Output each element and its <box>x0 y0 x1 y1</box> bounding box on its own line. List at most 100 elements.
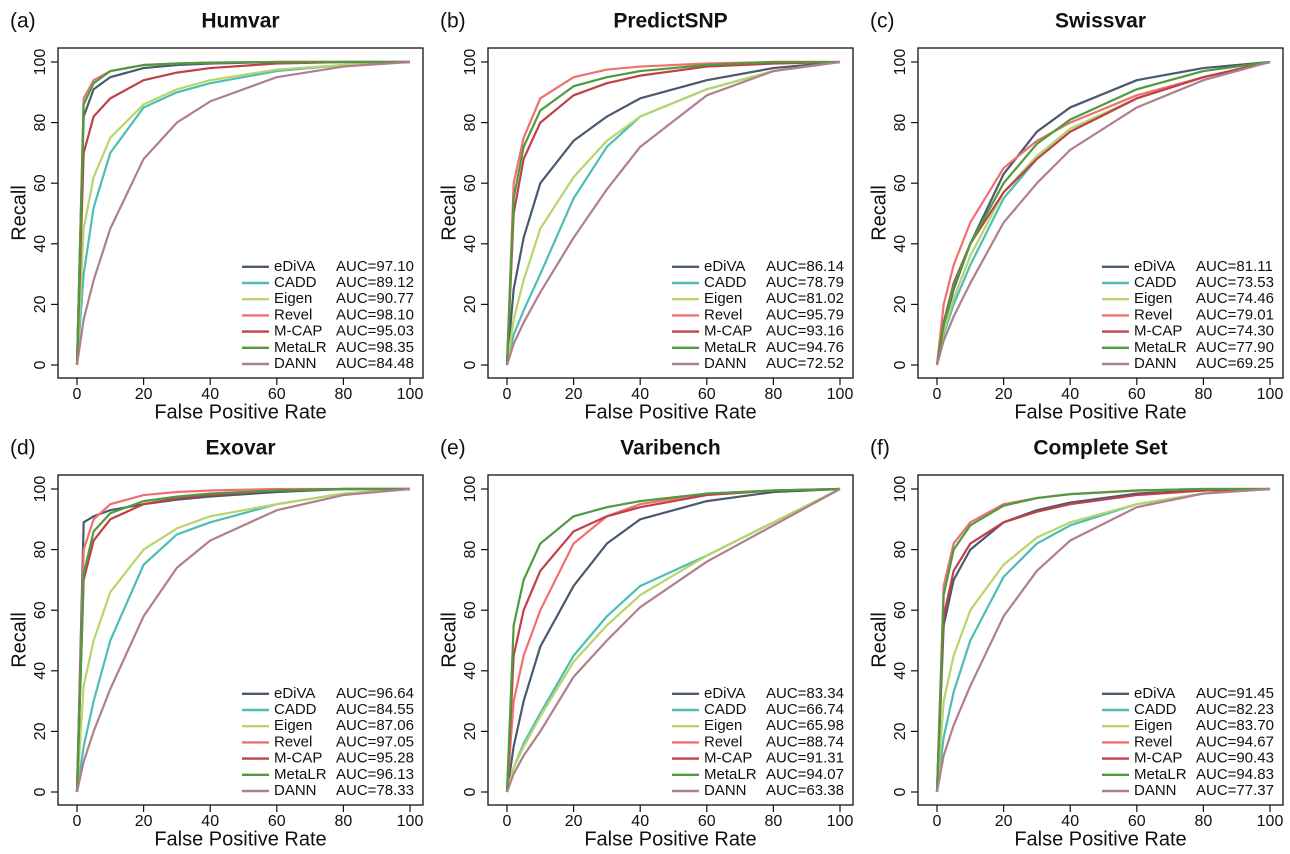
y-tick-label: 0 <box>32 787 49 796</box>
legend-label: CADD <box>274 701 317 718</box>
y-tick-label: 0 <box>462 360 479 369</box>
legend-auc: AUC=96.64 <box>336 685 414 702</box>
legend-label: Revel <box>274 733 312 750</box>
roc-curve <box>935 487 1271 793</box>
chart-title: Complete Set <box>1033 437 1167 460</box>
y-axis-label: Recall <box>438 185 460 241</box>
legend-label: M-CAP <box>1134 323 1182 340</box>
y-tick-label: 0 <box>892 787 909 796</box>
x-tick-label: 80 <box>1195 386 1213 403</box>
legend-label: M-CAP <box>274 750 322 767</box>
x-tick-label: 40 <box>1061 386 1079 403</box>
x-tick-label: 20 <box>135 813 153 830</box>
legend-label: DANN <box>704 355 747 372</box>
x-tick-label: 40 <box>1061 813 1079 830</box>
y-tick-label: 80 <box>892 114 909 132</box>
legend-label: M-CAP <box>704 750 752 767</box>
legend-auc: AUC=83.70 <box>1196 717 1274 734</box>
y-tick-label: 40 <box>32 662 49 680</box>
legend-label: CADD <box>704 701 747 718</box>
legend-label: CADD <box>1134 274 1177 291</box>
x-axis-label: False Positive Rate <box>1014 401 1186 423</box>
legend-label: DANN <box>274 355 317 372</box>
legend-auc: AUC=94.76 <box>766 339 844 356</box>
x-tick-label: 20 <box>565 386 583 403</box>
y-tick-label: 60 <box>32 601 49 619</box>
legend-auc: AUC=87.06 <box>336 717 414 734</box>
plot-frame <box>917 47 1284 379</box>
legend-label: Revel <box>274 306 312 323</box>
roc-curve <box>75 60 410 366</box>
y-axis-label: Recall <box>868 612 890 668</box>
y-tick-label: 80 <box>462 541 479 559</box>
legend-label: Eigen <box>704 290 742 307</box>
roc-curve <box>75 60 411 366</box>
x-tick-label: 20 <box>995 813 1013 830</box>
legend-auc: AUC=97.10 <box>336 258 414 275</box>
y-tick-label: 100 <box>462 476 479 503</box>
y-tick-label: 60 <box>462 601 479 619</box>
x-tick-label: 80 <box>765 386 783 403</box>
legend-label: MetaLR <box>704 766 757 783</box>
roc-curve <box>505 60 841 366</box>
x-tick-label: 0 <box>73 386 82 403</box>
legend-label: eDiVA <box>704 685 745 702</box>
roc-curve <box>505 488 841 793</box>
y-axis-label: Recall <box>8 612 30 668</box>
x-axis-label: False Positive Rate <box>584 401 756 423</box>
y-tick-label: 100 <box>32 49 49 76</box>
legend-auc: AUC=91.31 <box>766 750 844 767</box>
legend-label: CADD <box>1134 701 1177 718</box>
legend-auc: AUC=86.14 <box>766 258 844 275</box>
legend-auc: AUC=95.79 <box>766 306 844 323</box>
chart-title: Humvar <box>201 10 279 33</box>
roc-curve <box>935 60 1271 366</box>
panel-label: (e) <box>440 437 466 460</box>
roc-curve <box>505 60 841 366</box>
roc-curve <box>935 60 1271 366</box>
legend-auc: AUC=72.52 <box>766 355 844 372</box>
legend-auc: AUC=88.74 <box>766 733 844 750</box>
x-tick-label: 60 <box>698 813 716 830</box>
panel-label: (f) <box>870 437 890 460</box>
legend-auc: AUC=91.45 <box>1196 685 1274 702</box>
panel-label: (c) <box>870 10 895 33</box>
legend-auc: AUC=66.74 <box>766 701 844 718</box>
legend-label: eDiVA <box>1134 258 1175 275</box>
y-tick-label: 0 <box>462 787 479 796</box>
panel-label: (b) <box>440 10 466 33</box>
x-tick-label: 80 <box>335 813 353 830</box>
y-tick-label: 60 <box>892 601 909 619</box>
x-tick-label: 80 <box>1195 813 1213 830</box>
y-tick-label: 40 <box>462 235 479 253</box>
legend-auc: AUC=97.05 <box>336 733 414 750</box>
roc-curve <box>505 488 841 793</box>
x-tick-label: 100 <box>827 386 854 403</box>
x-tick-label: 0 <box>73 813 82 830</box>
x-tick-label: 0 <box>503 813 512 830</box>
y-axis-label: Recall <box>868 185 890 241</box>
panel: (f) Complete Set 0 20 40 60 80 100 0 20 40 60 80 100 F… <box>868 437 1284 850</box>
y-tick-label: 20 <box>892 722 909 740</box>
legend-auc: AUC=89.12 <box>336 274 414 291</box>
plot-frame <box>57 474 424 806</box>
x-tick-label: 100 <box>397 386 424 403</box>
legend-auc: AUC=73.53 <box>1196 274 1274 291</box>
plot-frame <box>487 47 854 379</box>
y-tick-label: 0 <box>892 360 909 369</box>
plot-frame <box>917 474 1284 806</box>
legend-auc: AUC=77.90 <box>1196 339 1274 356</box>
x-tick-label: 60 <box>1128 813 1146 830</box>
legend-label: CADD <box>274 274 317 291</box>
legend-auc: AUC=74.30 <box>1196 323 1274 340</box>
roc-curve <box>505 60 841 366</box>
legend-label: MetaLR <box>274 339 327 356</box>
y-tick-label: 100 <box>892 476 909 503</box>
legend-label: Eigen <box>274 290 312 307</box>
roc-curve <box>75 487 411 793</box>
x-tick-label: 20 <box>135 386 153 403</box>
panel: (e) Varibench 0 20 40 60 80 100 0 20 40 60 80 100 Fals… <box>438 437 854 850</box>
legend-label: eDiVA <box>274 258 315 275</box>
chart-title: Varibench <box>620 437 720 460</box>
